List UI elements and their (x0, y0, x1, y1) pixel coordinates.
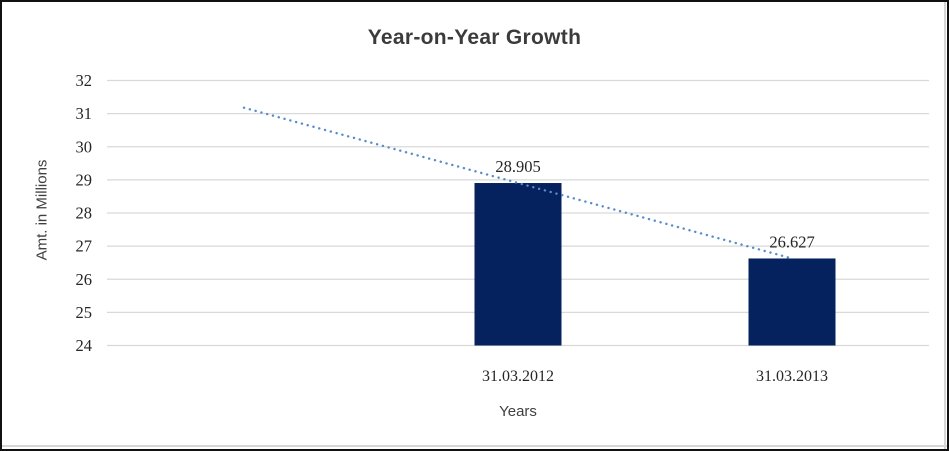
frame-inner-edge-right (944, 2, 946, 449)
y-tick-label: 29 (76, 170, 93, 189)
x-category-label: 31.03.2013 (756, 368, 828, 385)
y-tick-label: 26 (76, 270, 93, 289)
y-tick-label: 30 (76, 137, 93, 156)
bar (474, 183, 562, 346)
y-tick-label: 25 (76, 303, 93, 322)
bar (748, 258, 836, 346)
trendline (242, 106, 794, 260)
y-tick-label: 28 (76, 204, 93, 223)
x-category-label: 31.03.2012 (482, 368, 554, 385)
frame-inner-edge-bottom (2, 445, 947, 447)
y-tick-label: 24 (76, 336, 93, 355)
x-axis-title: Years (499, 403, 537, 420)
y-tick-label: 32 (76, 71, 93, 90)
y-tick-label: 31 (76, 104, 93, 123)
bar-data-label: 28.905 (495, 157, 540, 176)
chart-title: Year-on-Year Growth (367, 26, 582, 49)
y-tick-label: 27 (76, 237, 93, 256)
bar-data-label: 26.627 (769, 232, 814, 251)
